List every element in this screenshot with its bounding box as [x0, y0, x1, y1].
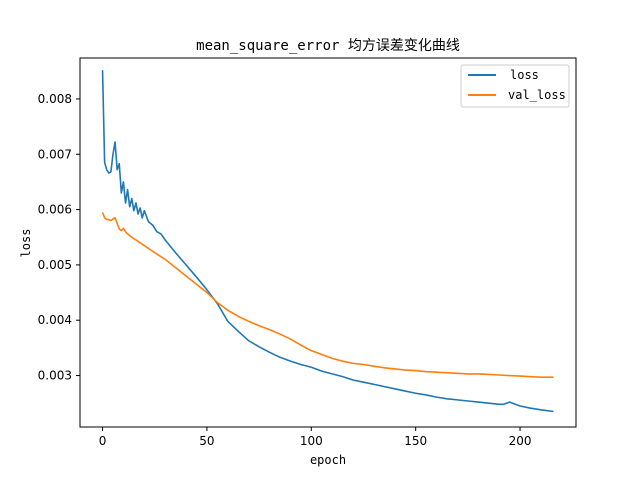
y-tick-label: 0.008	[38, 92, 72, 106]
y-tick-label: 0.005	[38, 258, 72, 272]
plot-area: 0 50 100 150 200 0.0030.0040.0050.0060.0070.…	[38, 57, 577, 448]
legend-label-loss: loss	[510, 68, 539, 82]
x-axis-ticks: 0 50 100 150 200	[99, 427, 532, 448]
y-axis-label: loss	[19, 229, 33, 258]
y-tick-label: 0.004	[38, 313, 72, 327]
x-tick-label: 200	[509, 434, 532, 448]
series-line-loss	[101, 70, 554, 413]
x-tick-label: 50	[199, 434, 214, 448]
legend-label-val-loss: val_loss	[508, 88, 566, 102]
chart-title: mean_square_error 均方误差变化曲线	[196, 38, 460, 54]
y-tick-label: 0.007	[38, 147, 72, 161]
x-axis-label: epoch	[310, 453, 346, 467]
x-tick-label: 150	[404, 434, 427, 448]
series-layer	[101, 70, 554, 413]
series-line-val-loss	[101, 212, 554, 379]
x-tick-label: 0	[99, 434, 107, 448]
y-tick-label: 0.003	[38, 369, 72, 383]
y-axis-ticks: 0.003 0.004 0.005 0.006 0.007 0.008	[38, 92, 80, 383]
y-tick-label: 0.006	[38, 203, 72, 217]
axes-frame	[79, 57, 577, 428]
legend: loss val_loss	[460, 64, 570, 108]
x-tick-label: 100	[300, 434, 323, 448]
